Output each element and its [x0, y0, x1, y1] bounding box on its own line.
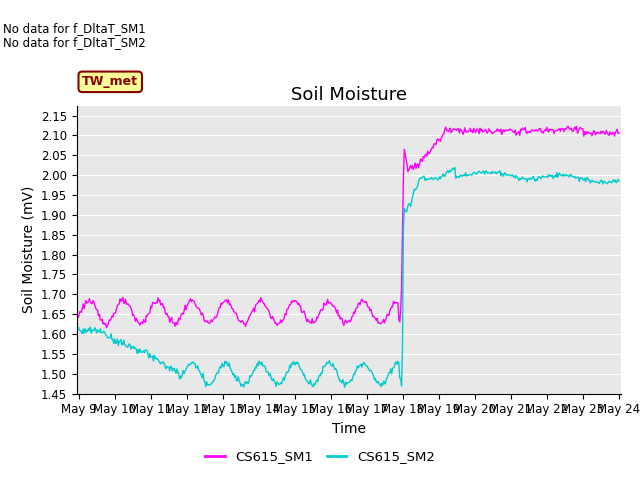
- X-axis label: Time: Time: [332, 422, 366, 436]
- CS615_SM1: [172, 324, 179, 329]
- CS615_SM2: [615, 179, 623, 184]
- CS615_SM1: [320, 300, 328, 306]
- Y-axis label: Soil Moisture (mV): Soil Moisture (mV): [21, 186, 35, 313]
- CS615_SM1: [214, 307, 222, 313]
- CS615_SM2: [214, 369, 221, 375]
- CS615_SM1: [483, 128, 490, 134]
- CS615_SM1: [103, 325, 111, 331]
- CS615_SM2: [319, 363, 327, 369]
- CS615_SM1: [394, 300, 402, 306]
- Line: CS615_SM1: CS615_SM1: [79, 126, 619, 328]
- CS615_SM2: [483, 170, 491, 176]
- CS615_SM2: [436, 176, 444, 181]
- CS615_SM2: [451, 165, 459, 170]
- CS615_SM1: [615, 130, 623, 136]
- CS615_SM1: [75, 314, 83, 320]
- Title: Soil Moisture: Soil Moisture: [291, 86, 407, 104]
- CS615_SM2: [394, 358, 402, 364]
- Text: No data for f_DltaT_SM2: No data for f_DltaT_SM2: [3, 36, 146, 49]
- Line: CS615_SM2: CS615_SM2: [79, 168, 619, 387]
- CS615_SM1: [436, 139, 444, 144]
- CS615_SM2: [75, 325, 83, 331]
- CS615_SM2: [170, 366, 178, 372]
- CS615_SM1: [573, 123, 580, 129]
- CS615_SM2: [341, 384, 349, 390]
- Text: TW_met: TW_met: [82, 75, 138, 88]
- Text: No data for f_DltaT_SM1: No data for f_DltaT_SM1: [3, 22, 146, 35]
- Legend: CS615_SM1, CS615_SM2: CS615_SM1, CS615_SM2: [200, 445, 440, 468]
